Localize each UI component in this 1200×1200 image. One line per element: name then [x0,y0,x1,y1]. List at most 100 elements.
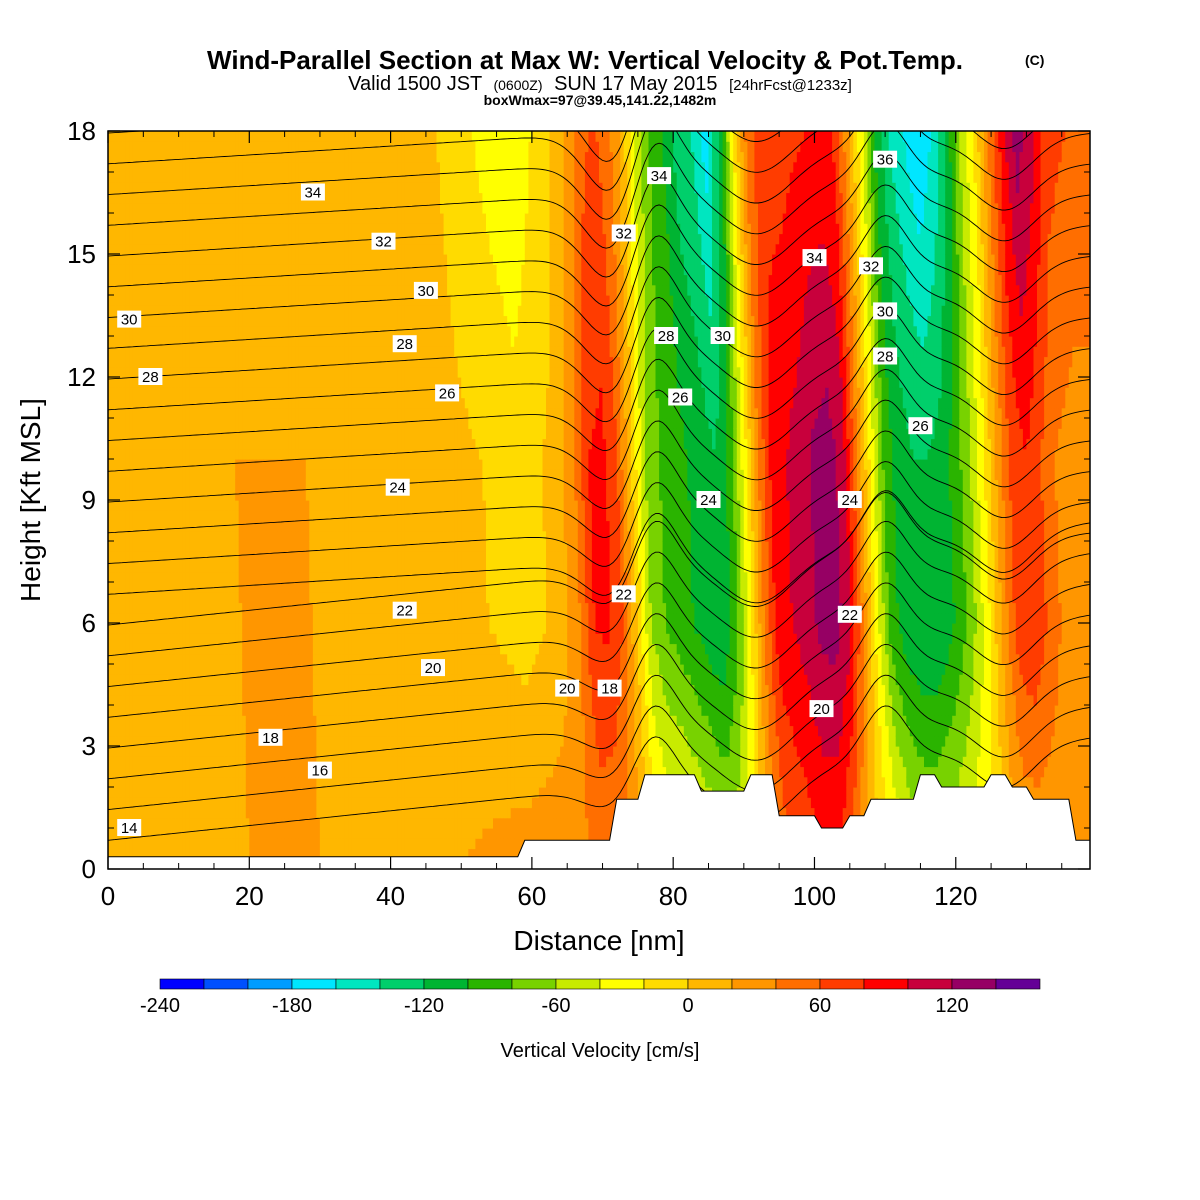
w-cell [306,469,310,480]
w-cell [228,234,232,245]
w-cell [207,193,211,204]
w-cell [253,377,257,388]
w-cell [260,254,264,265]
w-cell [239,459,243,470]
w-cell [175,244,179,255]
w-cell [253,521,257,532]
w-cell [193,695,197,706]
w-cell [334,223,338,234]
w-cell [179,541,183,552]
w-cell [119,644,123,655]
w-cell [228,398,232,409]
w-cell [341,787,345,798]
w-cell [126,418,130,429]
w-cell [292,828,296,839]
w-cell [235,551,239,562]
w-cell [309,531,313,542]
w-cell [179,316,183,327]
w-cell [133,572,137,583]
w-cell [203,654,207,665]
w-cell [267,572,271,583]
w-cell [309,469,313,480]
w-cell [232,654,236,665]
w-cell [345,418,349,429]
w-cell [182,182,186,193]
w-cell [249,469,253,480]
w-cell [334,295,338,306]
w-cell [119,275,123,286]
w-cell [179,767,183,778]
w-cell [179,336,183,347]
w-cell [281,767,285,778]
w-cell [172,193,176,204]
w-cell [302,254,306,265]
w-cell [242,654,246,665]
w-cell [288,295,292,306]
w-cell [345,644,349,655]
w-cell [203,418,207,429]
w-cell [253,695,257,706]
w-cell [348,562,352,573]
w-cell [136,408,140,419]
w-cell [115,295,119,306]
w-cell [274,541,278,552]
w-cell [253,295,257,306]
w-cell [285,603,289,614]
w-cell [274,162,278,173]
w-cell [345,480,349,491]
w-cell [278,234,282,245]
w-cell [295,254,299,265]
w-cell [274,203,278,214]
w-cell [193,182,197,193]
w-cell [331,244,335,255]
w-cell [334,387,338,398]
w-cell [271,592,275,603]
w-cell [249,305,253,316]
w-cell [299,551,303,562]
w-cell [119,623,123,634]
w-cell [316,551,320,562]
w-cell [288,213,292,224]
w-cell [235,828,239,839]
w-cell [161,203,165,214]
w-cell [154,162,158,173]
w-cell [189,172,193,183]
w-cell [341,644,345,655]
w-cell [327,428,331,439]
w-cell [143,439,147,450]
w-cell [221,254,225,265]
w-cell [316,623,320,634]
w-cell [186,408,190,419]
w-cell [338,572,342,583]
w-cell [179,469,183,480]
w-cell [225,828,229,839]
w-cell [288,408,292,419]
w-cell [235,336,239,347]
w-cell [239,131,243,142]
w-cell [348,264,352,275]
w-cell [210,726,214,737]
w-cell [253,428,257,439]
w-cell [281,797,285,808]
w-cell [200,603,204,614]
w-cell [136,715,140,726]
w-cell [196,787,200,798]
w-cell [182,459,186,470]
w-cell [161,623,165,634]
w-cell [129,777,133,788]
w-cell [133,521,137,532]
w-cell [348,705,352,716]
w-cell [256,633,260,644]
w-cell [348,603,352,614]
w-cell [225,162,229,173]
w-cell [324,244,328,255]
w-cell [136,695,140,706]
w-cell [239,275,243,286]
w-cell [115,572,119,583]
w-cell [168,439,172,450]
w-cell [172,162,176,173]
w-cell [161,234,165,245]
w-cell [281,295,285,306]
w-cell [225,603,229,614]
w-cell [122,418,126,429]
